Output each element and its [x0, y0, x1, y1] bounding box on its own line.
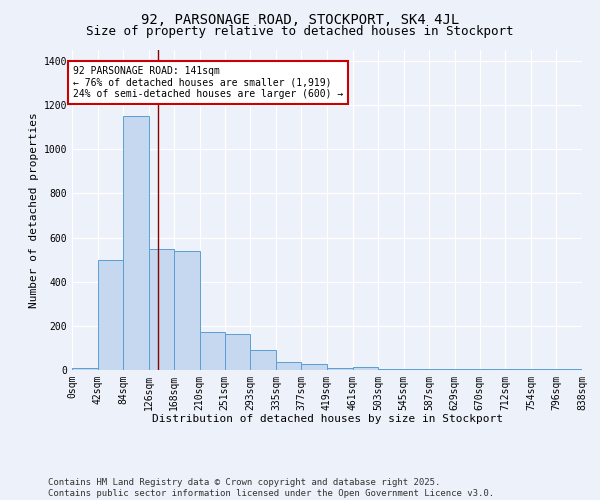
Text: 92, PARSONAGE ROAD, STOCKPORT, SK4 4JL: 92, PARSONAGE ROAD, STOCKPORT, SK4 4JL [141, 12, 459, 26]
Bar [327, 368, 353, 370]
Text: Contains HM Land Registry data © Crown copyright and database right 2025.
Contai: Contains HM Land Registry data © Crown c… [48, 478, 494, 498]
Bar [72, 368, 98, 370]
Y-axis label: Number of detached properties: Number of detached properties [29, 112, 40, 308]
Bar [98, 260, 123, 370]
Bar [301, 364, 327, 370]
Bar [225, 334, 250, 370]
Bar [149, 248, 174, 370]
Bar [200, 332, 225, 370]
Bar [123, 116, 149, 370]
Bar [378, 369, 404, 370]
Bar [353, 368, 378, 370]
Bar [276, 362, 301, 370]
X-axis label: Distribution of detached houses by size in Stockport: Distribution of detached houses by size … [151, 414, 503, 424]
Bar [250, 350, 276, 370]
Text: Size of property relative to detached houses in Stockport: Size of property relative to detached ho… [86, 25, 514, 38]
Text: 92 PARSONAGE ROAD: 141sqm
← 76% of detached houses are smaller (1,919)
24% of se: 92 PARSONAGE ROAD: 141sqm ← 76% of detac… [73, 66, 343, 99]
Bar [174, 251, 200, 370]
